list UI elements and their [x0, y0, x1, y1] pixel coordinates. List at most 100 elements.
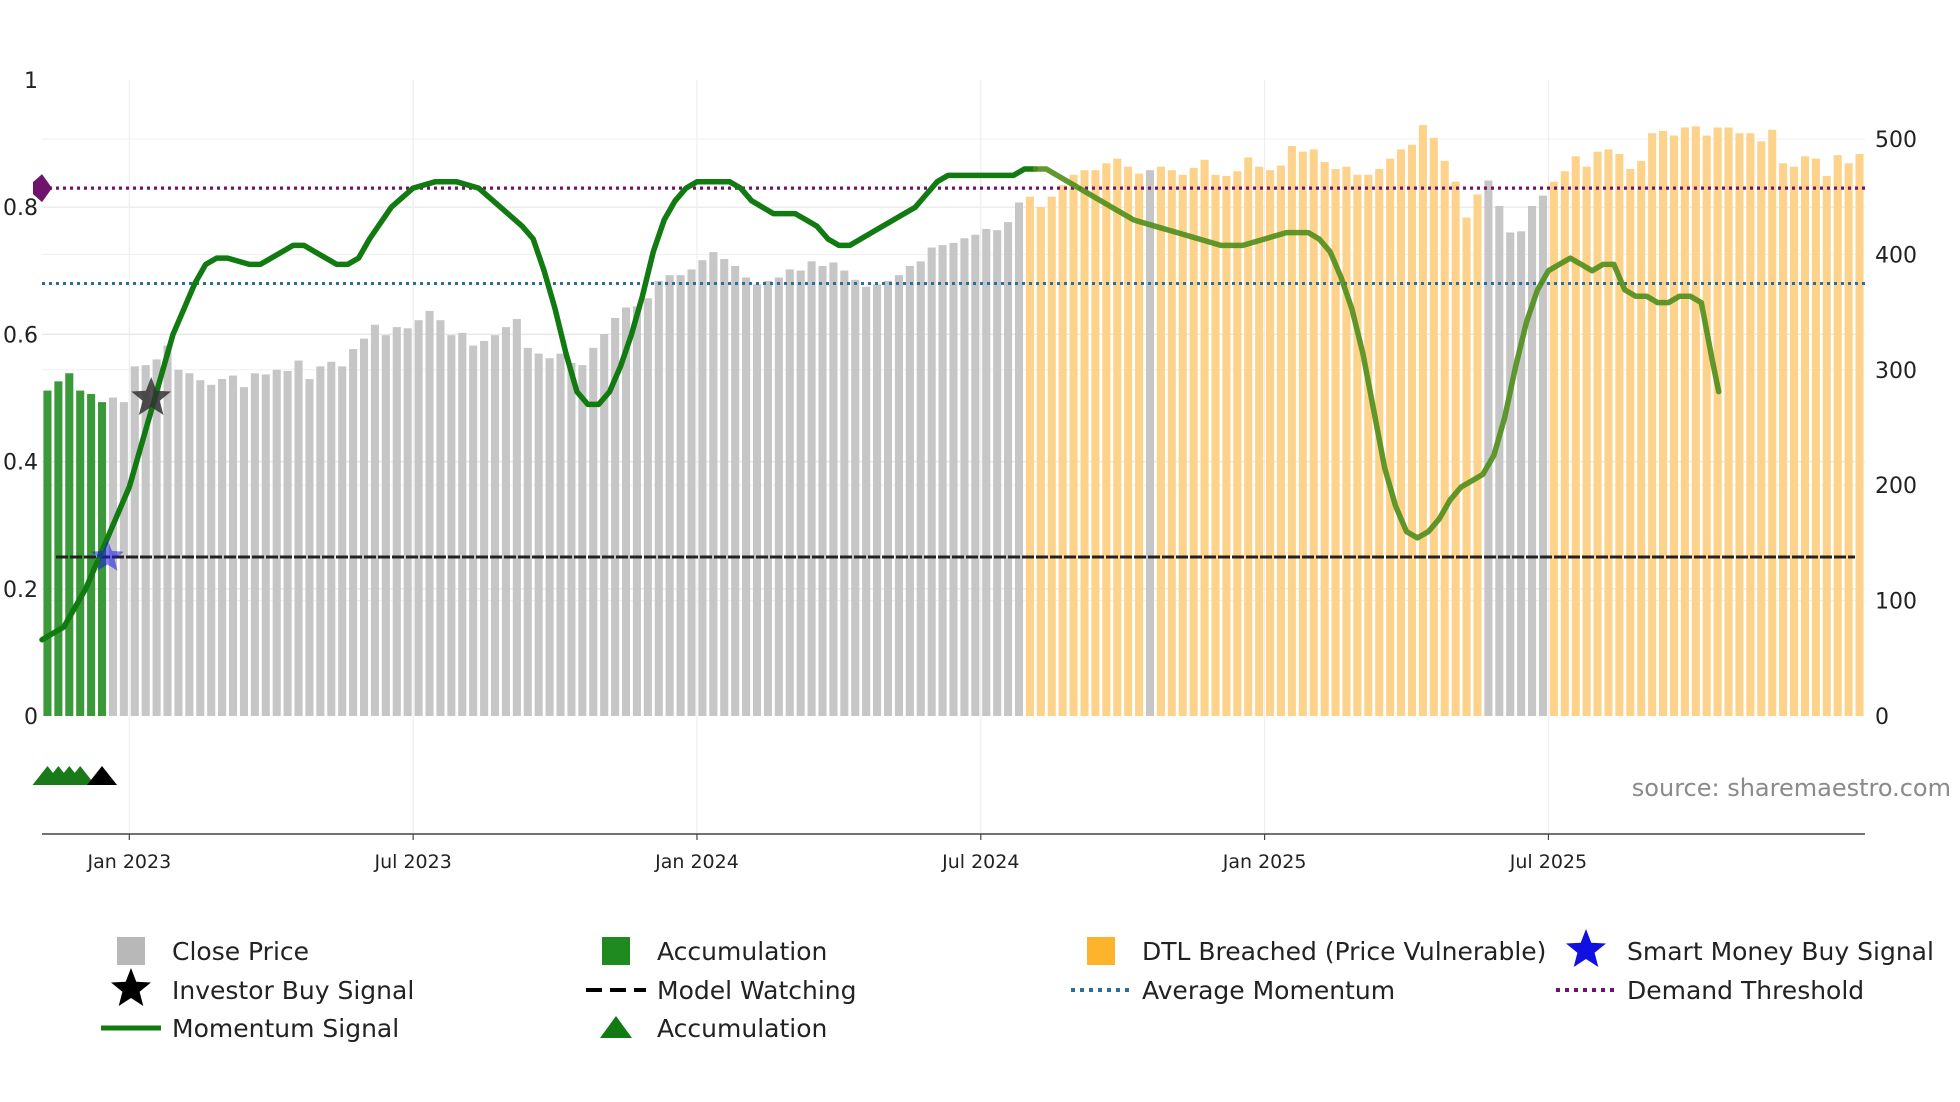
- price-bar: [1484, 180, 1493, 717]
- smart-money-buy-star: [91, 540, 124, 571]
- legend-label: Investor Buy Signal: [172, 976, 414, 1005]
- legend-swatch: [117, 937, 145, 965]
- legend-label: DTL Breached (Price Vulnerable): [1142, 937, 1546, 966]
- price-bar: [1659, 130, 1668, 717]
- price-bar: [1255, 166, 1264, 716]
- legend-item: Momentum Signal: [101, 1014, 399, 1043]
- legend-item: Investor Buy Signal: [111, 968, 414, 1006]
- price-bar: [1713, 127, 1722, 716]
- price-bar: [436, 320, 445, 716]
- price-bar: [250, 373, 259, 716]
- price-bar: [228, 375, 238, 716]
- x-tick-label: Jan 2025: [1222, 851, 1307, 873]
- legend-triangle-icon: [600, 1016, 632, 1038]
- price-bar: [1014, 202, 1024, 717]
- price-bar: [1418, 125, 1427, 716]
- price-bar: [65, 373, 74, 716]
- price-bar: [589, 347, 598, 716]
- x-tick-label: Jul 2024: [941, 851, 1019, 873]
- price-bar: [425, 310, 434, 716]
- price-bar: [1025, 196, 1034, 716]
- price-bar: [76, 390, 85, 716]
- price-bar: [1036, 207, 1045, 716]
- price-bar: [916, 261, 925, 716]
- legend-item: Accumulation: [602, 937, 827, 966]
- price-bar: [1113, 158, 1122, 716]
- price-bar: [632, 306, 641, 716]
- price-bar: [1779, 163, 1788, 717]
- close-price-bars: [43, 125, 1864, 717]
- price-bar: [600, 334, 609, 716]
- price-bar: [119, 402, 128, 716]
- price-bar: [818, 265, 827, 716]
- price-bar: [185, 373, 194, 716]
- axes: 0 0.2 0.4 0.6 0.8 1 0 100 200 300 400 500 Jan 2023 Ju…: [3, 69, 1917, 873]
- price-bar: [501, 327, 510, 716]
- price-bar: [545, 358, 554, 716]
- price-bar: [611, 317, 620, 716]
- price-bar: [1855, 154, 1864, 716]
- price-bar: [1560, 171, 1569, 716]
- price-bar: [534, 353, 543, 716]
- price-bar: [1691, 126, 1700, 716]
- price-bar: [1648, 133, 1657, 717]
- price-bar: [196, 380, 205, 716]
- price-bar: [480, 340, 489, 716]
- price-bar: [1211, 174, 1220, 716]
- momentum-signal: [39, 166, 1722, 643]
- price-bar: [1680, 127, 1689, 716]
- price-bar: [1549, 181, 1558, 716]
- price-bar: [1735, 133, 1744, 717]
- price-bar: [316, 366, 325, 716]
- momentum-line-faded: [1032, 166, 1722, 541]
- demand-threshold-marker: [33, 174, 52, 203]
- price-bar: [1320, 162, 1329, 716]
- price-bar: [676, 275, 685, 716]
- price-bar: [1615, 154, 1624, 716]
- price-bar: [523, 347, 532, 716]
- price-bar: [130, 366, 139, 716]
- price-bar: [1582, 166, 1591, 716]
- price-bar: [294, 360, 303, 716]
- price-bar: [1342, 166, 1351, 716]
- price-bar: [1800, 156, 1809, 716]
- price-bar: [938, 245, 947, 717]
- price-bar: [785, 269, 794, 716]
- legend-label: Demand Threshold: [1627, 976, 1864, 1005]
- price-bar: [654, 280, 663, 716]
- price-bar: [1353, 174, 1362, 716]
- price-bar: [1724, 127, 1733, 716]
- price-bar: [1222, 175, 1231, 716]
- price-bar: [862, 286, 871, 716]
- price-bar: [851, 279, 860, 716]
- price-bar: [709, 252, 718, 716]
- price-bar: [720, 259, 729, 716]
- price-bar: [490, 335, 500, 716]
- price-bar: [1669, 135, 1679, 717]
- price-bar: [1811, 158, 1820, 716]
- price-bar: [1244, 157, 1253, 716]
- legend-swatch: [602, 937, 630, 965]
- price-bar: [1004, 222, 1013, 716]
- price-bar: [327, 361, 336, 716]
- price-bar: [1386, 158, 1395, 716]
- price-bar: [43, 390, 52, 716]
- reference-lines: [33, 174, 1865, 559]
- legend-label: Accumulation: [657, 937, 827, 966]
- x-tick-label: Jan 2023: [86, 851, 171, 873]
- price-bar: [1287, 145, 1296, 717]
- price-bar: [1189, 167, 1198, 717]
- y-left-tick-label: 0.4: [3, 451, 38, 476]
- price-bar: [698, 260, 707, 716]
- legend-label: Model Watching: [657, 976, 857, 1005]
- price-bar: [567, 362, 576, 716]
- y-right-tick-label: 500: [1875, 128, 1917, 153]
- legend-item: Average Momentum: [1071, 976, 1395, 1005]
- y-left-tick-label: 1: [24, 69, 38, 94]
- price-bar: [414, 320, 423, 716]
- accumulation-triangle: [87, 766, 117, 785]
- price-bar: [949, 242, 958, 717]
- legend-item: DTL Breached (Price Vulnerable): [1087, 937, 1546, 966]
- price-bar: [1768, 129, 1777, 716]
- price-bar: [1473, 194, 1482, 716]
